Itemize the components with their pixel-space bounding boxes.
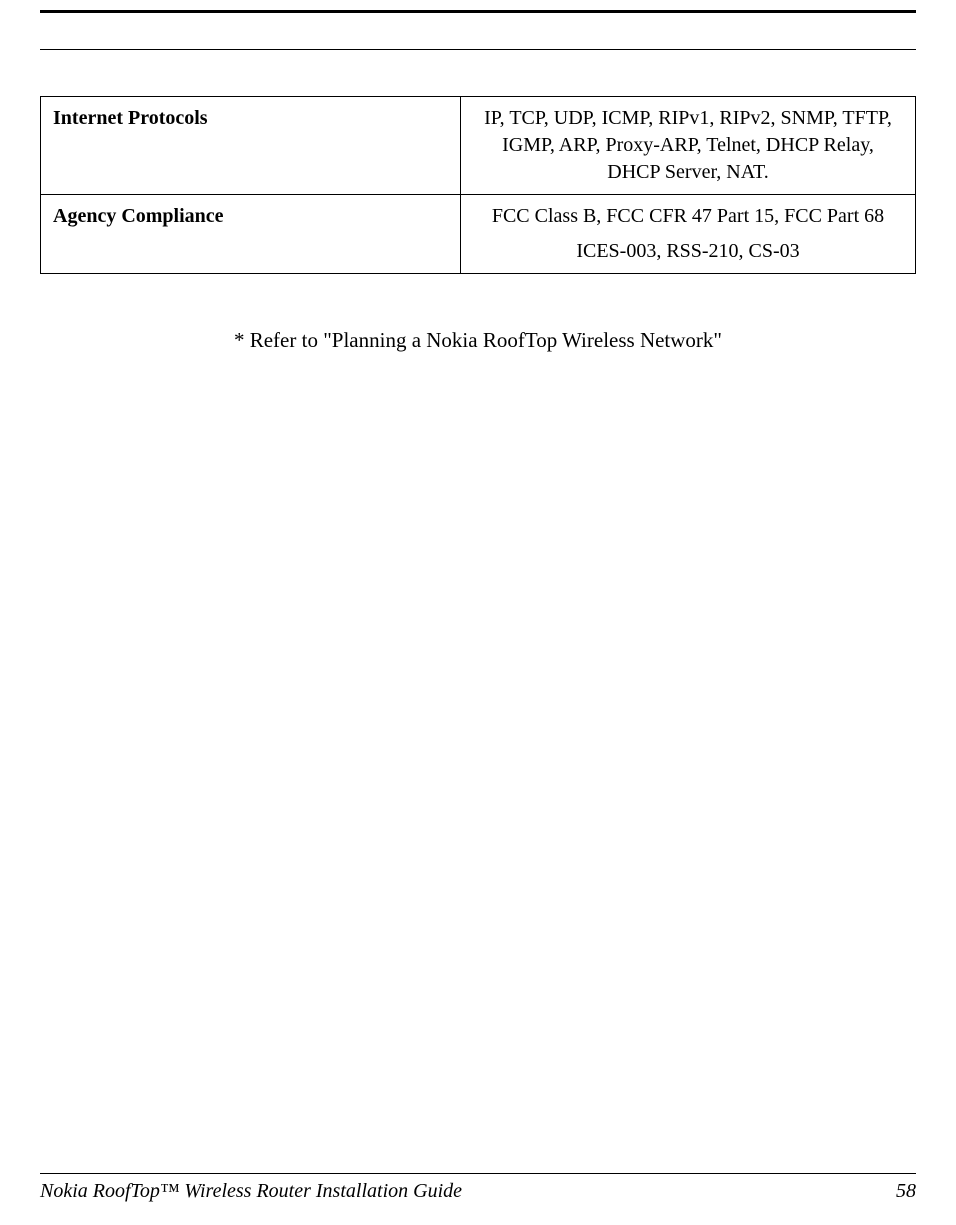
- spec-value-internet-protocols: IP, TCP, UDP, ICMP, RIPv1, RIPv2, SNMP, …: [461, 97, 916, 195]
- footnote-text: * Refer to "Planning a Nokia RoofTop Wir…: [40, 328, 916, 353]
- header-rules: [40, 10, 916, 50]
- page-footer: Nokia RoofTop™ Wireless Router Installat…: [40, 1173, 916, 1203]
- table-row: Internet Protocols IP, TCP, UDP, ICMP, R…: [41, 97, 916, 195]
- specifications-table: Internet Protocols IP, TCP, UDP, ICMP, R…: [40, 96, 916, 274]
- footer-title: Nokia RoofTop™ Wireless Router Installat…: [40, 1180, 462, 1203]
- spec-value-agency-compliance: FCC Class B, FCC CFR 47 Part 15, FCC Par…: [461, 195, 916, 274]
- footer-page-number: 58: [896, 1180, 916, 1203]
- compliance-line-1: FCC Class B, FCC CFR 47 Part 15, FCC Par…: [473, 203, 903, 230]
- top-rule-thin: [40, 49, 916, 50]
- footer-rule: [40, 1173, 916, 1174]
- spec-label-internet-protocols: Internet Protocols: [41, 97, 461, 195]
- compliance-line-2: ICES-003, RSS-210, CS-03: [473, 238, 903, 265]
- spec-label-agency-compliance: Agency Compliance: [41, 195, 461, 274]
- table-row: Agency Compliance FCC Class B, FCC CFR 4…: [41, 195, 916, 274]
